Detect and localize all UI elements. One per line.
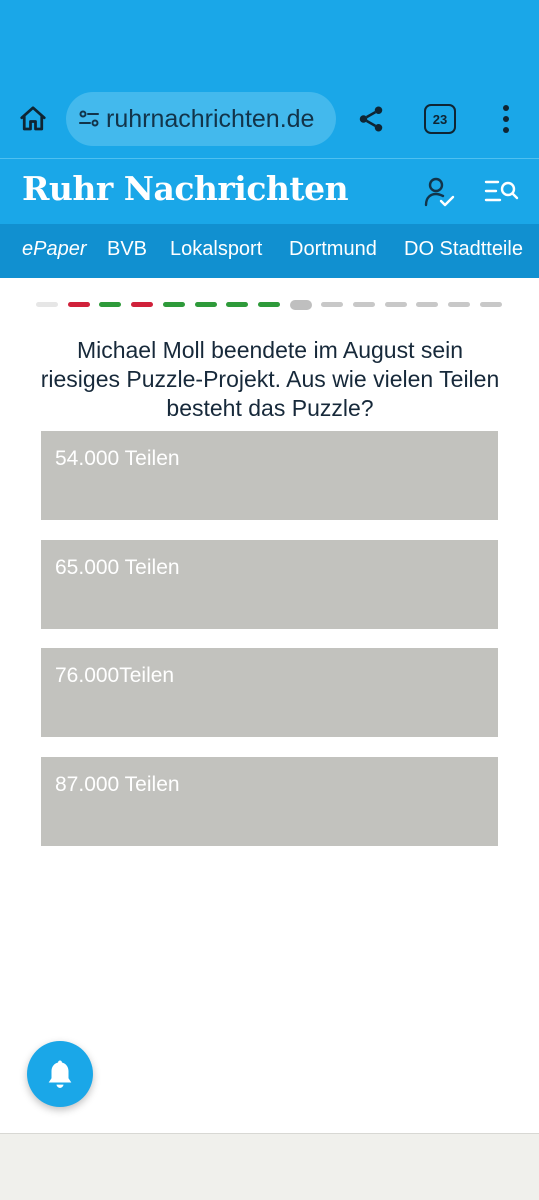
nav-item-do-stadtteile[interactable]: DO Stadtteile (404, 238, 523, 260)
main-nav: ePaper BVB Lokalsport Dortmund DO Stadtt… (0, 224, 539, 278)
progress-segment-upcoming (416, 302, 439, 307)
progress-segment-correct (99, 302, 122, 307)
url-text: ruhrnachrichten.de (106, 104, 315, 133)
answer-label: 65.000 Teilen (55, 556, 180, 579)
quiz-question: Michael Moll beendete im August sein rie… (40, 337, 500, 421)
progress-segment-upcoming (384, 302, 407, 307)
status-bar (0, 0, 539, 80)
nav-item-bvb[interactable]: BVB (107, 238, 148, 260)
progress-segment-wrong (67, 302, 90, 307)
progress-segment-upcoming (479, 302, 502, 307)
site-logo[interactable]: Ruhr Nachrichten (22, 169, 349, 208)
progress-segment-correct (162, 302, 185, 307)
answer-option-4[interactable]: 87.000 Teilen (41, 757, 498, 846)
user-check-icon (424, 177, 455, 207)
progress-segment-upcoming (448, 302, 471, 307)
share-button[interactable] (352, 100, 390, 138)
browser-toolbar: ruhrnachrichten.de 23 (0, 80, 539, 158)
answer-option-3[interactable]: 76.000Teilen (41, 648, 498, 737)
more-vert-icon[interactable] (490, 100, 522, 138)
answer-option-2[interactable]: 65.000 Teilen (41, 540, 498, 629)
site-header: Ruhr Nachrichten (0, 158, 539, 224)
notification-button[interactable] (27, 1041, 93, 1107)
address-bar[interactable]: ruhrnachrichten.de (66, 92, 336, 146)
answer-label: 54.000 Teilen (55, 447, 180, 470)
progress-segment-seen (36, 302, 58, 307)
system-navigation-bar (0, 1133, 539, 1200)
progress-segment-wrong (131, 302, 154, 307)
progress-segment-correct (194, 302, 217, 307)
search-menu-button[interactable] (484, 177, 520, 207)
tab-count: 23 (432, 111, 448, 127)
nav-item-dortmund[interactable]: Dortmund (289, 238, 377, 260)
progress-segment-upcoming (353, 302, 375, 307)
share-icon (359, 106, 383, 132)
nav-item-lokalsport[interactable]: Lokalsport (170, 238, 263, 260)
tabs-button[interactable]: 23 (424, 104, 456, 134)
bell-icon (48, 1060, 72, 1088)
menu-search-icon (484, 180, 519, 202)
site-settings-icon[interactable] (76, 106, 102, 132)
progress-segment-correct (226, 302, 249, 307)
answer-option-1[interactable]: 54.000 Teilen (41, 431, 498, 520)
user-account-button[interactable] (422, 175, 456, 209)
progress-segment-current (289, 300, 312, 310)
nav-item-epaper[interactable]: ePaper (22, 238, 87, 260)
progress-segment-upcoming (321, 302, 344, 307)
home-icon (20, 106, 46, 131)
answer-label: 87.000 Teilen (55, 773, 180, 796)
home-button[interactable] (14, 100, 52, 138)
answer-label: 76.000Teilen (55, 664, 175, 687)
progress-segment-correct (257, 302, 280, 307)
